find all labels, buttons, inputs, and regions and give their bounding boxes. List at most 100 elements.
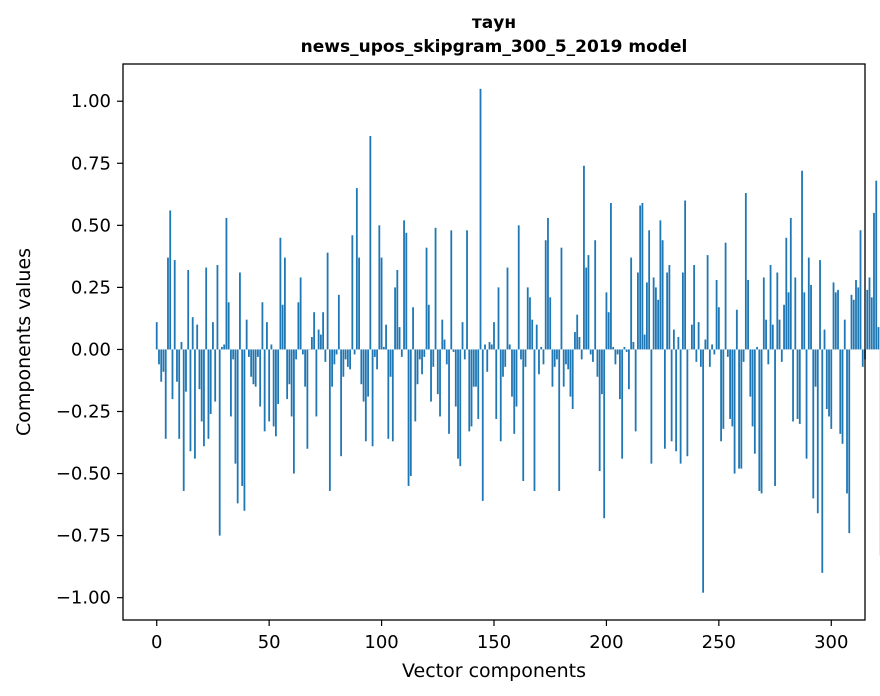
bar xyxy=(558,349,561,491)
bar xyxy=(747,279,749,350)
bar xyxy=(661,240,664,350)
bar xyxy=(583,165,585,350)
bar xyxy=(279,237,282,350)
bar xyxy=(324,349,327,362)
bar xyxy=(367,349,369,397)
bar xyxy=(695,349,698,362)
bar xyxy=(274,349,277,437)
bar xyxy=(731,349,734,427)
bar xyxy=(189,349,192,452)
bar xyxy=(454,349,457,407)
bar xyxy=(439,349,441,417)
bar xyxy=(221,346,223,350)
bar xyxy=(654,287,657,350)
bar xyxy=(825,349,828,410)
bar xyxy=(277,349,280,405)
bar xyxy=(337,294,340,350)
bar xyxy=(850,294,853,350)
bar xyxy=(859,230,862,350)
bar xyxy=(632,342,635,350)
bar xyxy=(506,267,509,350)
bar xyxy=(517,225,520,350)
bar xyxy=(774,349,776,486)
bar xyxy=(565,349,567,365)
bar xyxy=(475,349,477,387)
bar xyxy=(704,339,707,350)
bar xyxy=(614,349,617,365)
bar xyxy=(529,297,531,350)
bar xyxy=(598,349,601,472)
bar xyxy=(778,319,781,350)
bar xyxy=(637,272,639,350)
bar xyxy=(257,349,259,357)
bar xyxy=(798,349,801,424)
bar xyxy=(625,349,628,352)
bar xyxy=(243,349,246,511)
bar xyxy=(313,312,316,350)
bar xyxy=(663,349,666,449)
bar xyxy=(427,304,430,350)
bar xyxy=(780,349,783,362)
bar xyxy=(232,349,235,360)
bar xyxy=(421,349,423,375)
x-tick-label: 300 xyxy=(814,632,848,653)
bar xyxy=(207,349,210,439)
bar xyxy=(675,349,678,452)
bar xyxy=(304,349,307,387)
bar xyxy=(787,292,790,350)
bar xyxy=(852,299,855,350)
bar xyxy=(621,349,624,459)
bar xyxy=(391,349,394,442)
bar xyxy=(234,349,237,464)
bar xyxy=(744,193,747,350)
bar xyxy=(560,247,563,350)
bar xyxy=(164,349,167,439)
bar xyxy=(684,200,687,350)
bar xyxy=(616,349,619,355)
bar xyxy=(167,257,169,350)
bar xyxy=(724,242,727,350)
bar xyxy=(726,349,729,357)
bar xyxy=(679,349,682,464)
bar xyxy=(187,270,190,350)
bar xyxy=(553,349,556,367)
bar xyxy=(248,349,250,357)
bar xyxy=(396,270,399,350)
bar xyxy=(690,324,693,350)
bar xyxy=(738,349,740,469)
bar xyxy=(423,349,426,357)
x-axis-label: Vector components xyxy=(402,660,586,682)
x-axis: 0 50 100 150 200 250 300 xyxy=(151,620,848,653)
bar xyxy=(331,349,334,387)
x-tick-label: 100 xyxy=(364,632,398,653)
bar xyxy=(789,217,792,350)
bar xyxy=(549,297,552,350)
bar xyxy=(866,289,869,350)
bar xyxy=(288,349,291,385)
bar xyxy=(457,349,459,459)
bar xyxy=(544,240,547,350)
bar xyxy=(241,349,244,486)
bar xyxy=(551,349,554,387)
bar xyxy=(317,329,320,350)
bar xyxy=(623,346,626,350)
bar xyxy=(158,349,160,365)
bar xyxy=(259,349,262,407)
bar xyxy=(461,322,464,350)
bar xyxy=(814,349,817,387)
bar xyxy=(315,349,318,417)
bar xyxy=(848,349,851,534)
bar xyxy=(839,349,842,434)
bar xyxy=(203,349,205,447)
bar xyxy=(459,349,462,467)
bar xyxy=(182,349,185,491)
bar xyxy=(418,349,421,360)
bar xyxy=(792,349,794,422)
bar xyxy=(641,203,644,350)
bar xyxy=(407,349,410,486)
bar xyxy=(576,314,579,350)
chart-title: таун xyxy=(472,13,516,33)
bar xyxy=(877,327,880,350)
chart-subtitle: news_upos_skipgram_300_5_2019 model xyxy=(301,37,688,57)
bar xyxy=(596,349,599,377)
